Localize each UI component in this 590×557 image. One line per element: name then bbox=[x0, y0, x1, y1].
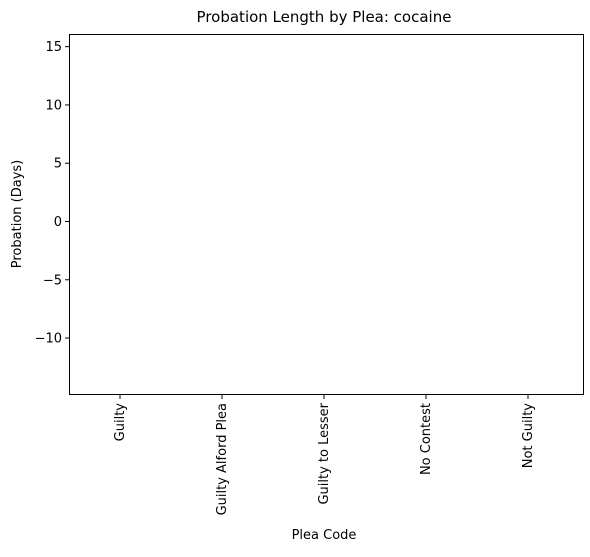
y-tick-label: 10 bbox=[45, 98, 62, 113]
chart-title: Probation Length by Plea: cocaine bbox=[197, 8, 452, 26]
x-tick-label: Guilty bbox=[113, 403, 128, 442]
x-axis-label: Plea Code bbox=[292, 528, 357, 543]
y-axis-label: Probation (Days) bbox=[10, 160, 25, 268]
y-tick-label: 15 bbox=[45, 40, 62, 55]
y-tick-label: 0 bbox=[54, 215, 62, 230]
x-tick-label: Not Guilty bbox=[521, 403, 536, 469]
x-tick-label: Guilty to Lesser bbox=[317, 402, 332, 504]
x-tick-label: Guilty Alford Plea bbox=[215, 403, 230, 515]
x-axis-ticks: Guilty Guilty Alford Plea Guilty to Lesser… bbox=[113, 394, 536, 515]
y-axis-ticks: −10 −5 0 5 10 15 bbox=[35, 40, 70, 347]
y-tick-label: −5 bbox=[43, 273, 62, 288]
y-tick-label: 5 bbox=[54, 157, 62, 172]
y-tick-label: −10 bbox=[35, 332, 62, 347]
plot-area-frame bbox=[69, 34, 584, 395]
x-tick-label: No Contest bbox=[419, 403, 434, 475]
